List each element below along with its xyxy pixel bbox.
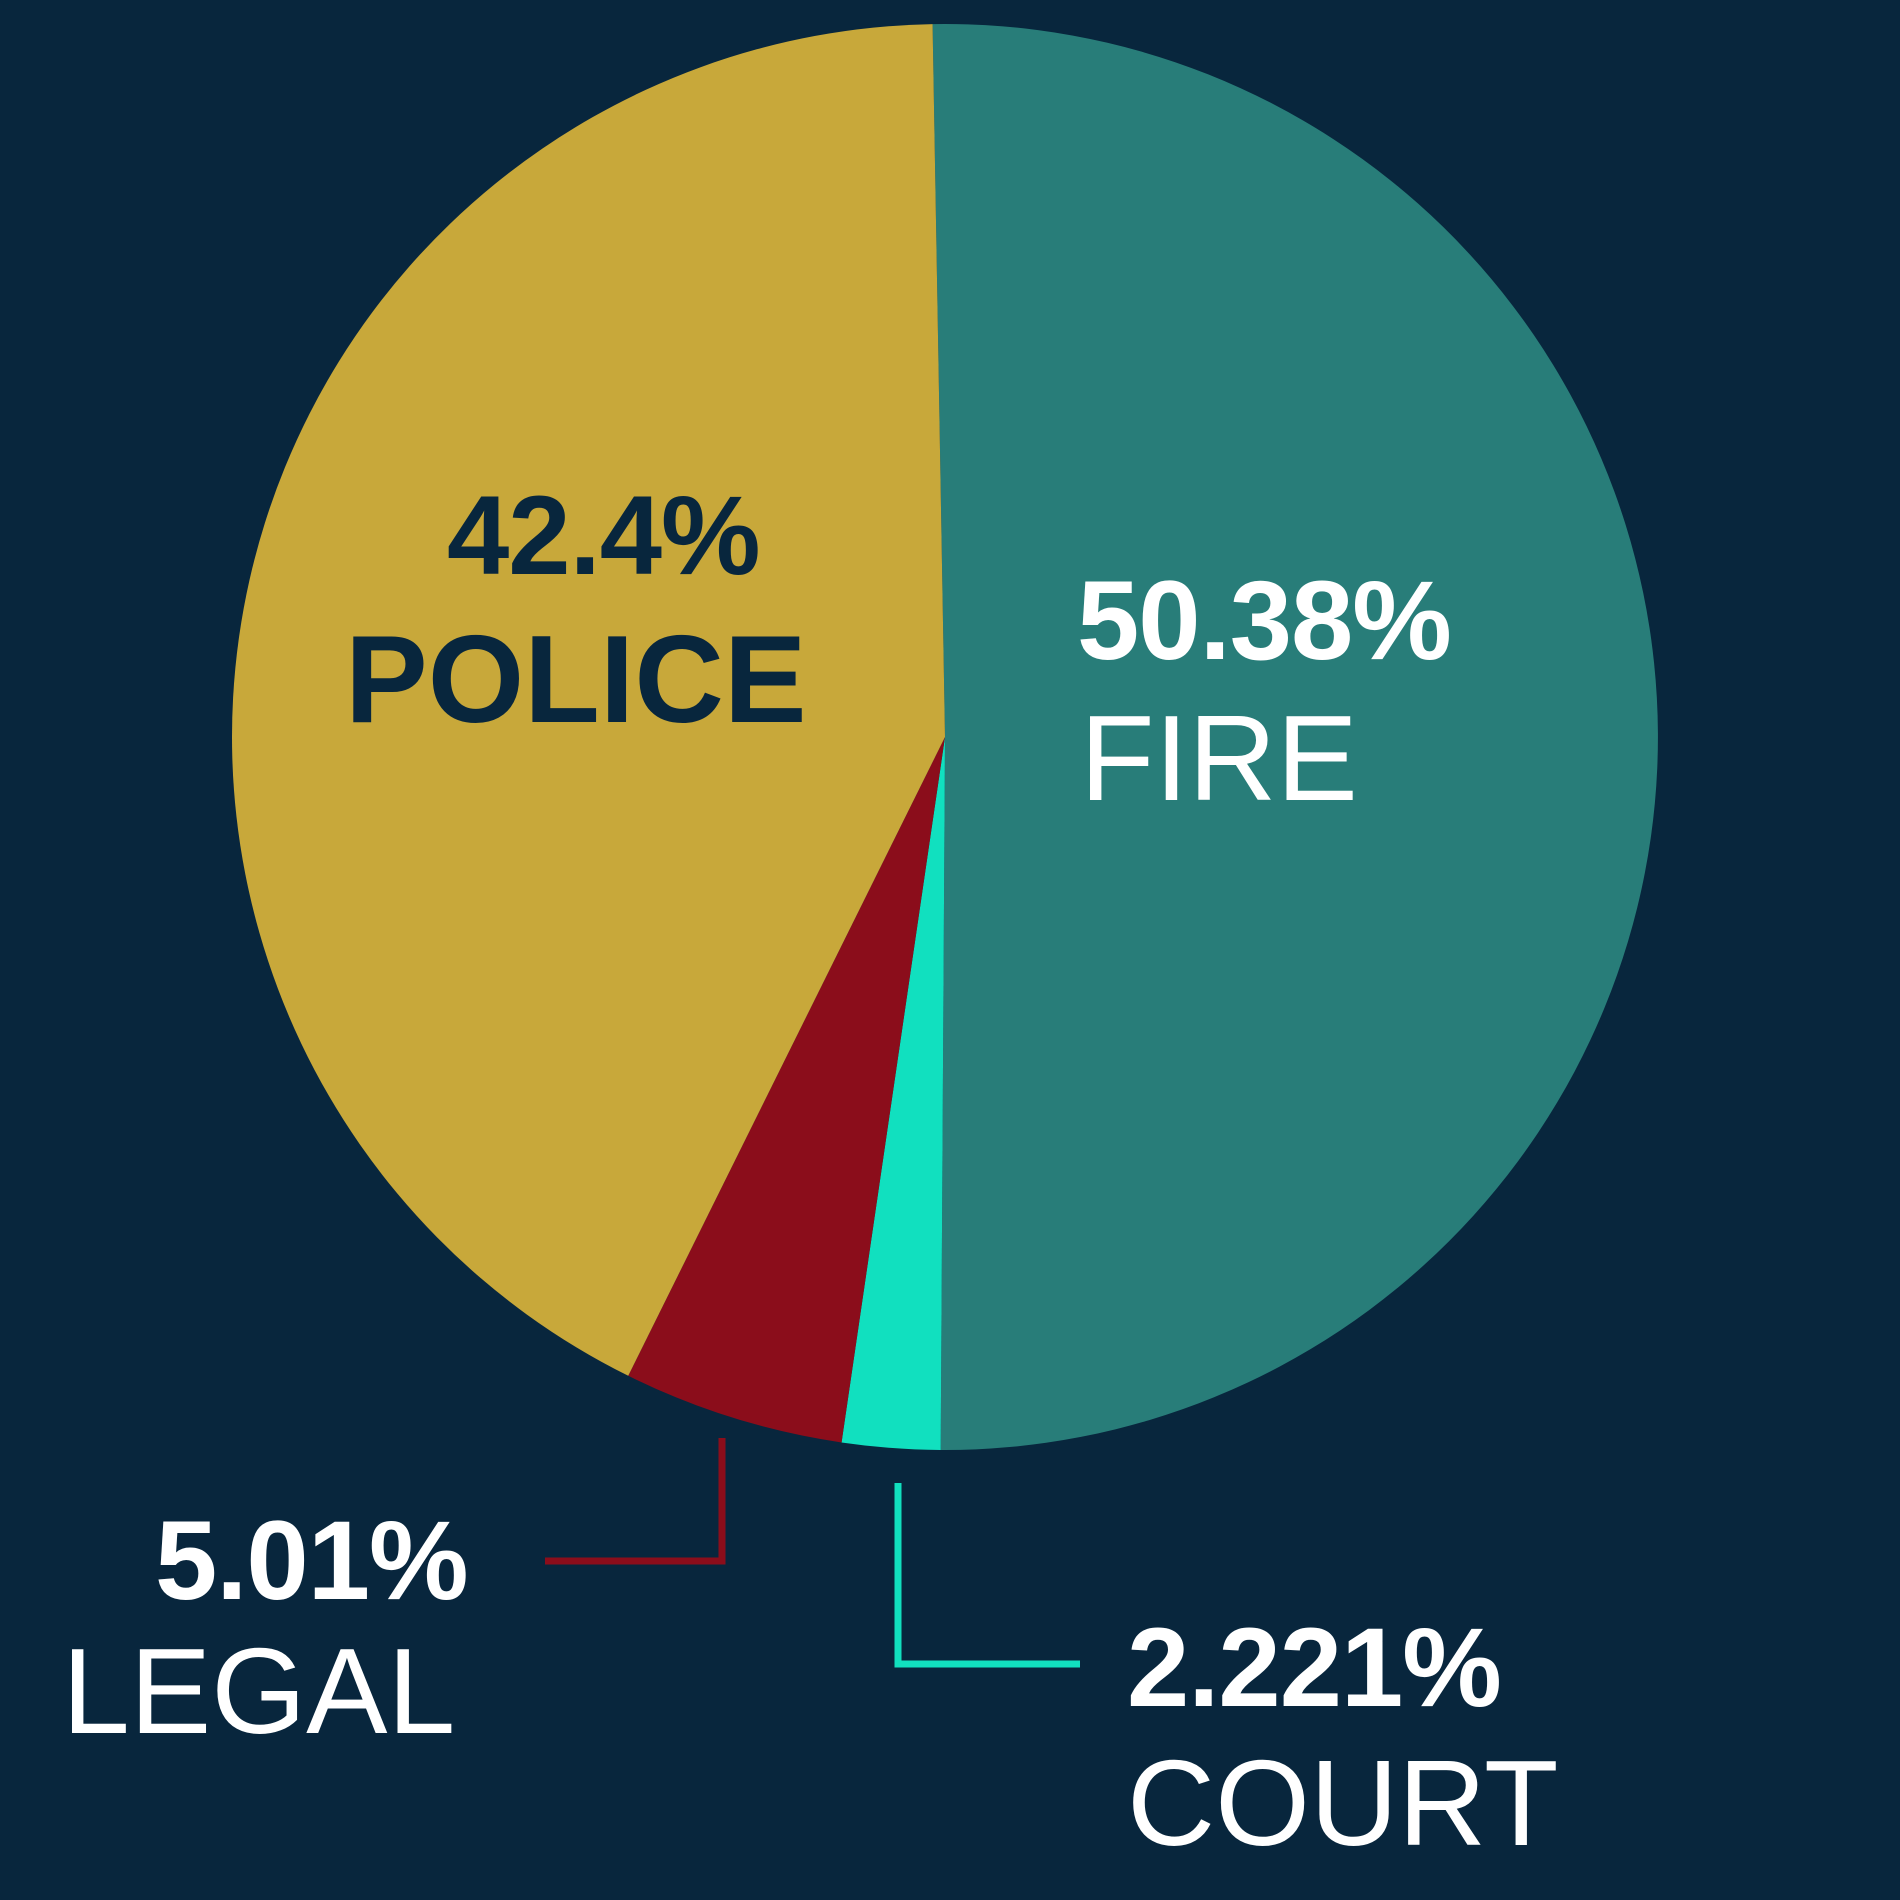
leader-lines (545, 1438, 1080, 1668)
pie-slice-police (232, 24, 945, 1376)
pie-slice-legal (628, 737, 945, 1443)
pie-slice-fire (932, 24, 1658, 1451)
police-value-label: 42.4% (447, 473, 761, 598)
legal-value-label: 5.01% (155, 1498, 469, 1623)
legal-leader-line (545, 1438, 726, 1565)
pie-slices (232, 24, 1658, 1451)
fire-category-label: FIRE (1080, 690, 1358, 826)
court-value-label: 2.221% (1127, 1605, 1502, 1730)
police-category-label: POLICE (345, 611, 807, 749)
legal-category-label: LEGAL (62, 1623, 456, 1759)
court-category-label: COURT (1127, 1735, 1559, 1871)
fire-value-label: 50.38% (1077, 558, 1452, 683)
pie-slice-court (841, 737, 945, 1450)
court-leader-line (894, 1483, 1080, 1668)
